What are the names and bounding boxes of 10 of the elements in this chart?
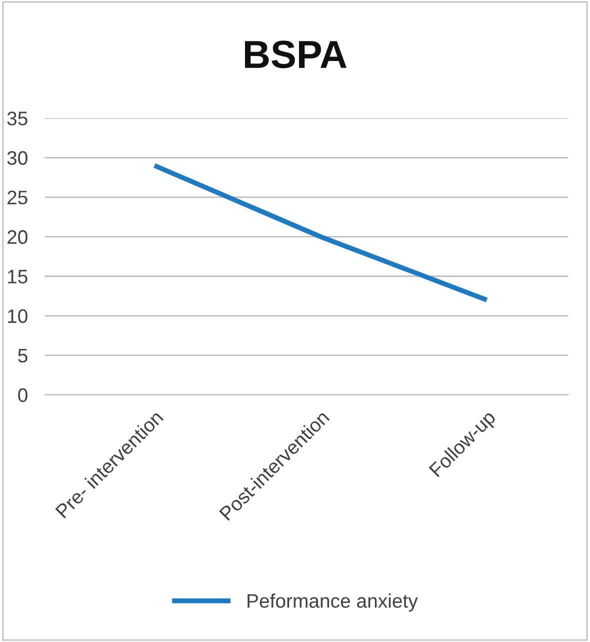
y-tick-label: 10 [8, 309, 28, 324]
y-tick-label: 0 [18, 388, 28, 402]
y-tick-label: 25 [8, 190, 28, 204]
y-tick-label: 15 [8, 270, 28, 284]
y-tick-label: 20 [8, 230, 28, 244]
y-tick-label: 30 [7, 151, 28, 165]
chart-title: BSPA [245, 40, 347, 68]
legend-label: Peformance anxiety [248, 594, 418, 612]
y-tick-label: 5 [18, 348, 28, 363]
y-tick-label: 35 [7, 112, 28, 126]
